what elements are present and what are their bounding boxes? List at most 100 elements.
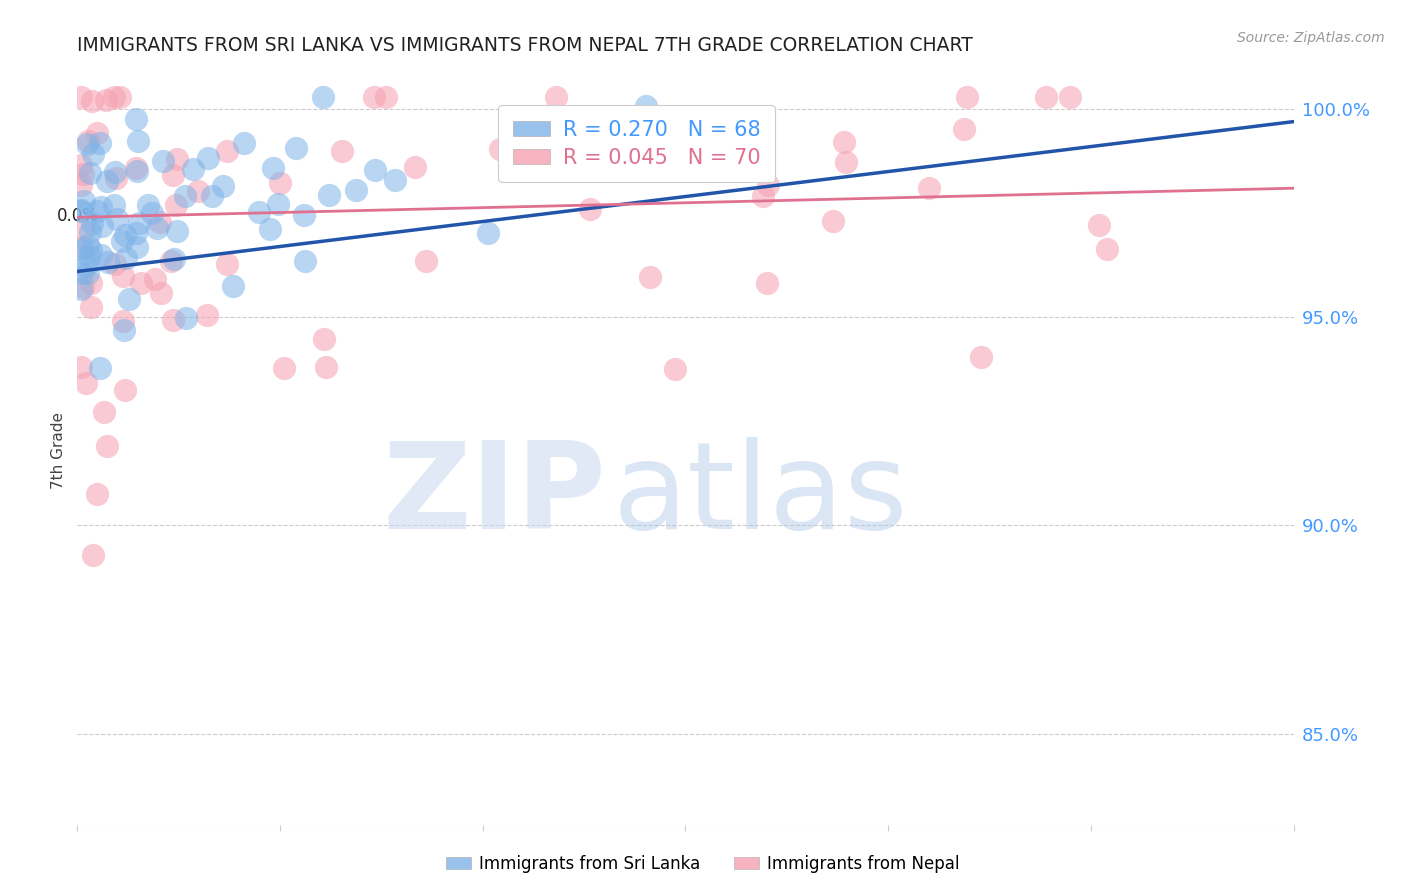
Point (284, 141, 307, 155)
Point (70, 204, 93, 219)
Point (162, 168, 184, 182)
Text: 0.0%: 0.0% (56, 207, 98, 225)
Point (108, 89, 131, 103)
Point (269, 176, 291, 190)
Point (103, 198, 125, 212)
Text: atlas: atlas (613, 437, 908, 554)
Point (636, 99, 658, 113)
Point (77, 267, 100, 281)
Point (266, 197, 288, 211)
Point (104, 165, 127, 179)
Point (318, 187, 340, 202)
Point (70, 178, 93, 193)
Point (114, 228, 136, 243)
Point (918, 181, 941, 195)
Point (70, 244, 93, 258)
Point (125, 161, 148, 175)
Text: ZIP: ZIP (382, 437, 606, 554)
Text: Source: ZipAtlas.com: Source: ZipAtlas.com (1237, 31, 1385, 45)
Point (76, 134, 98, 148)
Point (314, 332, 336, 346)
Point (90, 248, 112, 262)
Point (105, 212, 128, 227)
Point (233, 136, 256, 151)
Point (162, 313, 184, 327)
Point (1059, 89, 1081, 103)
Point (364, 162, 387, 177)
Point (86, 486, 108, 500)
Point (477, 226, 499, 240)
Point (149, 286, 172, 301)
Point (124, 226, 146, 240)
Point (222, 279, 245, 293)
Point (522, 133, 544, 147)
Point (312, 89, 335, 103)
Point (546, 89, 568, 103)
Point (489, 142, 512, 156)
Point (70, 89, 93, 103)
Point (80, 216, 103, 230)
Text: IMMIGRANTS FROM SRI LANKA VS IMMIGRANTS FROM NEPAL 7TH GRADE CORRELATION CHART: IMMIGRANTS FROM SRI LANKA VS IMMIGRANTS … (77, 36, 973, 54)
Point (292, 208, 315, 222)
Point (97, 255, 120, 269)
Point (262, 161, 284, 175)
Point (79, 244, 101, 258)
Point (127, 134, 149, 148)
Point (1035, 89, 1057, 103)
Point (165, 198, 187, 212)
Point (273, 361, 295, 376)
Point (96, 174, 118, 188)
Legend: Immigrants from Sri Lanka, Immigrants from Nepal: Immigrants from Sri Lanka, Immigrants fr… (440, 848, 966, 880)
Point (105, 171, 128, 186)
Point (73, 194, 96, 208)
Point (125, 112, 148, 126)
Point (80, 276, 103, 290)
Point (415, 254, 437, 268)
Point (201, 189, 224, 203)
Point (80, 300, 103, 314)
Point (651, 147, 673, 161)
Point (195, 308, 218, 322)
Point (111, 269, 134, 284)
Point (70, 282, 93, 296)
Legend: R = 0.270   N = 68, R = 0.045   N = 70: R = 0.270 N = 68, R = 0.045 N = 70 (498, 105, 775, 183)
Point (1088, 218, 1111, 232)
Point (90, 200, 112, 214)
Point (384, 173, 406, 187)
Point (404, 160, 426, 174)
Point (638, 269, 661, 284)
Point (146, 221, 169, 235)
Point (72, 222, 94, 236)
Point (128, 216, 150, 230)
Point (832, 135, 855, 149)
Point (332, 144, 354, 158)
Point (259, 221, 281, 235)
Point (166, 224, 188, 238)
Point (579, 202, 602, 216)
Point (181, 161, 204, 176)
Point (187, 184, 209, 198)
Point (79, 166, 101, 180)
Point (163, 252, 186, 266)
Point (956, 89, 979, 103)
Point (70, 240, 93, 254)
Point (756, 178, 779, 192)
Point (82, 147, 104, 161)
Point (173, 189, 195, 203)
Point (112, 323, 135, 337)
Point (80, 95, 103, 109)
Point (363, 89, 385, 103)
Point (707, 120, 730, 134)
Point (217, 144, 239, 158)
Point (129, 276, 152, 290)
Point (1097, 242, 1119, 256)
Point (75, 260, 97, 274)
Point (953, 122, 976, 136)
Point (93, 405, 115, 419)
Point (90, 219, 112, 233)
Point (247, 204, 270, 219)
Point (212, 179, 235, 194)
Point (149, 215, 172, 229)
Point (344, 183, 367, 197)
Point (103, 89, 125, 103)
